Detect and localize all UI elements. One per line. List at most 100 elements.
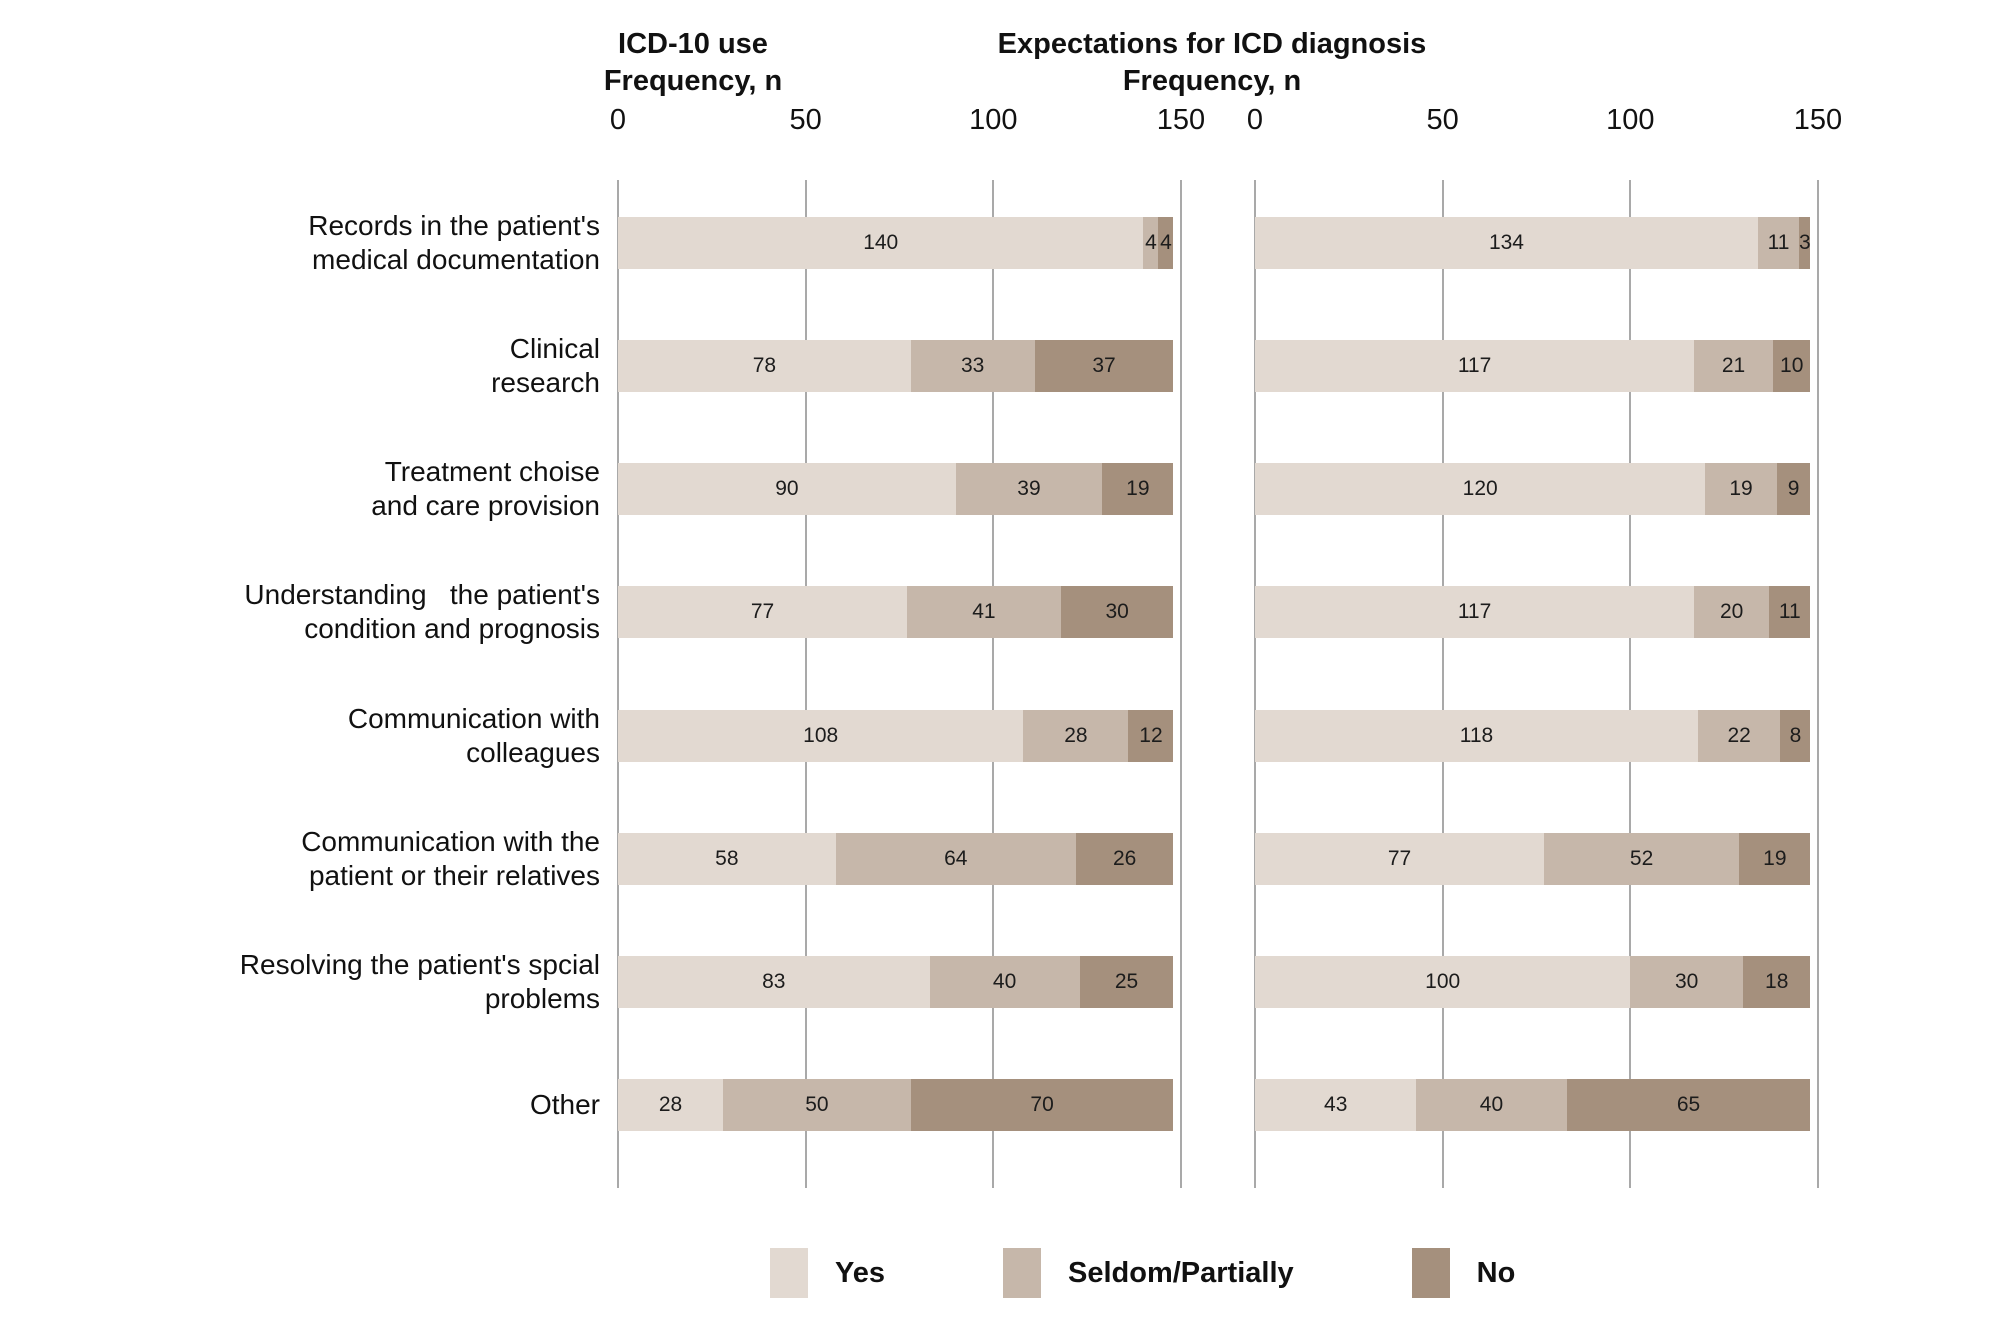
legend-swatch-no	[1411, 1248, 1450, 1298]
bar-value-label: 8	[1789, 723, 1802, 747]
bar-segment-seldom-partially: 64	[835, 832, 1076, 885]
bar-value-label: 21	[1721, 354, 1746, 378]
bar-value-label: 77	[1387, 846, 1412, 870]
gridline	[1180, 180, 1182, 1188]
bar-row: 117 20 11	[1255, 586, 1818, 639]
bar-segment-no: 30	[1060, 586, 1174, 639]
bar-segment-no: 65	[1566, 1078, 1811, 1131]
bar-segment-seldom-partially: 39	[955, 463, 1103, 516]
bar-value-label: 12	[1139, 723, 1163, 747]
bar-value-label: 30	[1674, 969, 1699, 993]
bar-row: 43 40 65	[1255, 1078, 1818, 1131]
bar-segment-yes: 120	[1255, 463, 1706, 516]
bar-segment-no: 4	[1158, 217, 1174, 269]
bar-value-label: 18	[1765, 969, 1789, 993]
bar-value-label: 90	[775, 477, 799, 501]
bar-value-label: 40	[992, 969, 1017, 993]
bar-segment-seldom-partially: 20	[1694, 586, 1770, 639]
bar-segment-no: 70	[910, 1078, 1174, 1131]
axis-tick-label: 100	[969, 104, 1018, 136]
axis-tick-label: 0	[1246, 104, 1264, 136]
axis-tick-label: 50	[789, 104, 822, 136]
legend-swatch-yes	[770, 1248, 808, 1298]
bar-row: 28 50 70	[618, 1078, 1181, 1131]
bar-value-label: 77	[750, 600, 775, 624]
bar-value-label: 78	[752, 354, 777, 378]
bar-value-label: 22	[1727, 723, 1751, 747]
bar-row: 118 22 8	[1255, 709, 1818, 762]
bar-segment-yes: 90	[618, 463, 956, 516]
gridline	[1254, 180, 1256, 1188]
bar-segment-no: 10	[1772, 340, 1811, 393]
bar-row: 78 33 37	[618, 340, 1181, 393]
bar-segment-seldom-partially: 11	[1757, 217, 1800, 269]
bar-segment-seldom-partially: 22	[1697, 709, 1781, 762]
bar-row: 108 28 12	[618, 709, 1181, 762]
bar-value-label: 65	[1676, 1092, 1701, 1116]
panel-title-expectations: Expectations for ICD diagnosis Frequency…	[997, 28, 1427, 97]
bar-value-label: 117	[1457, 600, 1492, 624]
bar-value-label: 4	[1145, 231, 1157, 254]
bar-value-label: 19	[1729, 477, 1753, 501]
bar-segment-no: 37	[1034, 340, 1174, 393]
axis-tick-label: 150	[1793, 104, 1843, 136]
legend-label: Seldom/Partially	[1068, 1256, 1294, 1289]
bar-segment-yes: 77	[618, 586, 907, 639]
bar-segment-no: 19	[1102, 463, 1174, 516]
category-label: Communication with colleagues	[347, 702, 600, 768]
bar-row: 90 39 19	[618, 463, 1181, 516]
axis-tick-label: 150	[1156, 104, 1206, 136]
bar-value-label: 20	[1719, 600, 1744, 624]
gridline	[804, 180, 807, 1188]
bar-value-label: 134	[1488, 231, 1524, 254]
bar-value-label: 108	[803, 723, 839, 747]
bar-segment-yes: 117	[1255, 586, 1695, 639]
bar-value-label: 19	[1763, 846, 1787, 870]
bar-value-label: 28	[1064, 723, 1088, 747]
bar-segment-yes: 118	[1255, 709, 1698, 762]
gridline	[992, 180, 995, 1188]
bar-value-label: 120	[1462, 477, 1498, 501]
bar-segment-seldom-partially: 21	[1694, 340, 1773, 393]
gridline	[1629, 180, 1632, 1188]
bar-value-label: 25	[1114, 969, 1139, 993]
bar-value-label: 37	[1092, 354, 1116, 378]
bar-value-label: 3	[1799, 231, 1811, 254]
bar-segment-yes: 77	[1255, 832, 1544, 885]
bar-value-label: 4	[1160, 231, 1172, 254]
bar-segment-seldom-partially: 28	[1023, 709, 1129, 762]
bar-value-label: 9	[1787, 477, 1800, 501]
bar-segment-seldom-partially: 41	[907, 586, 1061, 639]
bar-segment-seldom-partially: 30	[1630, 955, 1743, 1008]
bar-value-label: 70	[1030, 1092, 1054, 1116]
bar-value-label: 64	[944, 846, 968, 870]
legend-item-seldom-partially: Seldom/Partially	[1003, 1248, 1294, 1298]
bar-row: 120 19 9	[1255, 463, 1818, 516]
bar-value-label: 19	[1126, 477, 1150, 501]
bar-segment-yes: 28	[618, 1078, 724, 1131]
axis-tick-label: 100	[1606, 104, 1655, 136]
bar-segment-seldom-partially: 4	[1143, 217, 1159, 269]
bar-row: 100 30 18	[1255, 955, 1818, 1008]
gridline	[1441, 180, 1444, 1188]
gridline	[617, 180, 619, 1188]
bar-segment-no: 12	[1128, 709, 1174, 762]
bar-value-label: 33	[961, 354, 985, 378]
bar-segment-no: 11	[1769, 586, 1811, 639]
bar-row: 117 21 10	[1255, 340, 1818, 393]
category-label: Records in the patient's medical documen…	[308, 210, 600, 275]
bar-row: 77 41 30	[618, 586, 1181, 639]
bar-row: 134 11 3	[1255, 217, 1818, 269]
bar-value-label: 26	[1113, 846, 1137, 870]
category-label: Other	[529, 1088, 600, 1120]
bar-segment-no: 19	[1739, 832, 1811, 885]
bar-segment-yes: 83	[618, 955, 930, 1008]
bar-segment-yes: 140	[618, 217, 1144, 269]
category-label: Clinical research	[491, 333, 600, 399]
axis-tick-label: 0	[609, 104, 627, 136]
category-label: Treatment choise and care provision	[371, 456, 600, 522]
bar-segment-no: 25	[1079, 955, 1174, 1008]
bar-row: 140 4 4	[618, 217, 1181, 269]
